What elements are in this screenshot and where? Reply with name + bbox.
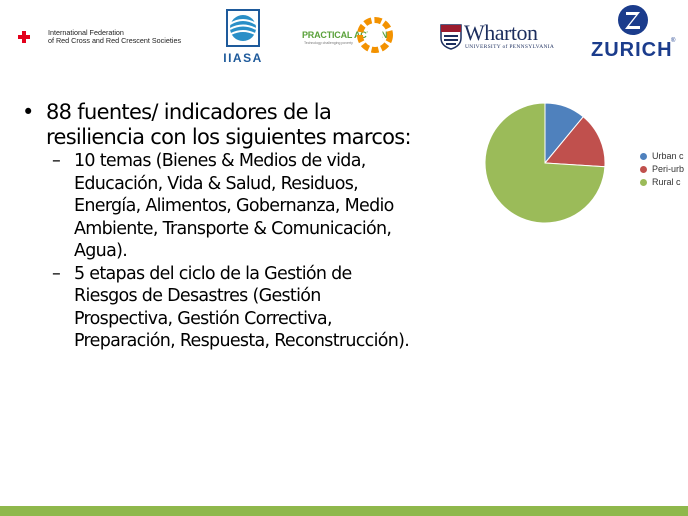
- wharton-logo: Wharton UNIVERSITY of PENNSYLVANIA: [440, 20, 554, 54]
- sub-bullet-themes: – 10 temas (Bienes & Medios de vida, Edu…: [20, 150, 460, 263]
- iiasa-logo: IIASA: [223, 8, 263, 65]
- themes-line: Energía, Alimentos, Gobernanza, Medio: [74, 196, 394, 216]
- pie-chart: [484, 102, 606, 224]
- sub-bullet-dash: –: [52, 151, 61, 171]
- penn-shield-icon: [440, 24, 462, 50]
- practical-action-logo: PRACTICAL ACTION Technology challenging …: [302, 14, 396, 58]
- zurich-wordmark: ZURICH: [591, 39, 673, 61]
- legend-item-peri-urban: Peri-urb: [640, 163, 684, 176]
- stages-line: Preparación, Respuesta, Reconstrucción).: [74, 331, 410, 351]
- legend-marker: [640, 166, 647, 173]
- themes-line: Ambiente, Transporte & Comunicación,: [74, 218, 392, 239]
- legend-marker: [640, 153, 647, 160]
- stages-line: 5 etapas del ciclo de la Gestión de: [74, 263, 352, 284]
- sub-bullet-dash: –: [52, 263, 61, 284]
- legend-label: Peri-urb: [652, 164, 685, 174]
- legend-label: Rural c: [652, 177, 681, 187]
- wharton-wordmark: Wharton: [464, 20, 538, 45]
- sub-bullet-stages: – 5 etapas del ciclo de la Gestión de Ri…: [20, 263, 460, 353]
- iiasa-globe-icon: [226, 9, 260, 47]
- legend-marker: [640, 179, 647, 186]
- legend-item-rural: Rural c: [640, 176, 684, 189]
- zurich-registered-mark: ®: [671, 38, 676, 44]
- red-cross-crescent-icon: [18, 30, 44, 44]
- pie-slice-rural: [484, 102, 606, 224]
- themes-line: Agua).: [74, 241, 128, 261]
- stages-line: Prospectiva, Gestión Correctiva,: [74, 308, 333, 329]
- bullet-main-line2: resiliencia con los siguientes marcos:: [46, 125, 412, 149]
- ifrc-name-line2: of Red Cross and Red Crescent Societies: [48, 36, 182, 45]
- stages-line: Riesgos de Desastres (Gestión: [74, 286, 321, 306]
- pie-slice-peri-urban: [543, 116, 606, 168]
- themes-line: 10 temas (Bienes & Medios de vida,: [74, 151, 366, 171]
- legend-label: Urban c: [652, 151, 684, 161]
- practical-action-tagline: Technology challenging poverty: [304, 41, 353, 45]
- ifrc-name-line1: International Federation: [48, 27, 124, 37]
- practical-action-wordmark: PRACTICAL ACTION: [302, 30, 388, 40]
- bullet-main: • 88 fuentes/ indicadores de la resilien…: [20, 100, 460, 150]
- iiasa-wordmark: IIASA: [223, 51, 263, 65]
- themes-line: Educación, Vida & Salud, Residuos,: [74, 173, 359, 194]
- zurich-z-icon: [618, 5, 648, 35]
- footer-bar: [0, 506, 688, 516]
- wharton-subtitle: UNIVERSITY of PENNSYLVANIA: [465, 44, 555, 50]
- zurich-logo: ZURICH ®: [588, 2, 682, 64]
- slide-body: • 88 fuentes/ indicadores de la resilien…: [20, 100, 460, 353]
- chart-legend: Urban c Peri-urb Rural c: [640, 150, 684, 189]
- bullet-dot: •: [22, 100, 34, 124]
- bullet-main-line1: 88 fuentes/ indicadores de la: [46, 100, 332, 124]
- gear-icon: [357, 17, 393, 53]
- legend-item-urban: Urban c: [640, 150, 684, 163]
- ifrc-logo: International Federation of Red Cross an…: [18, 25, 193, 49]
